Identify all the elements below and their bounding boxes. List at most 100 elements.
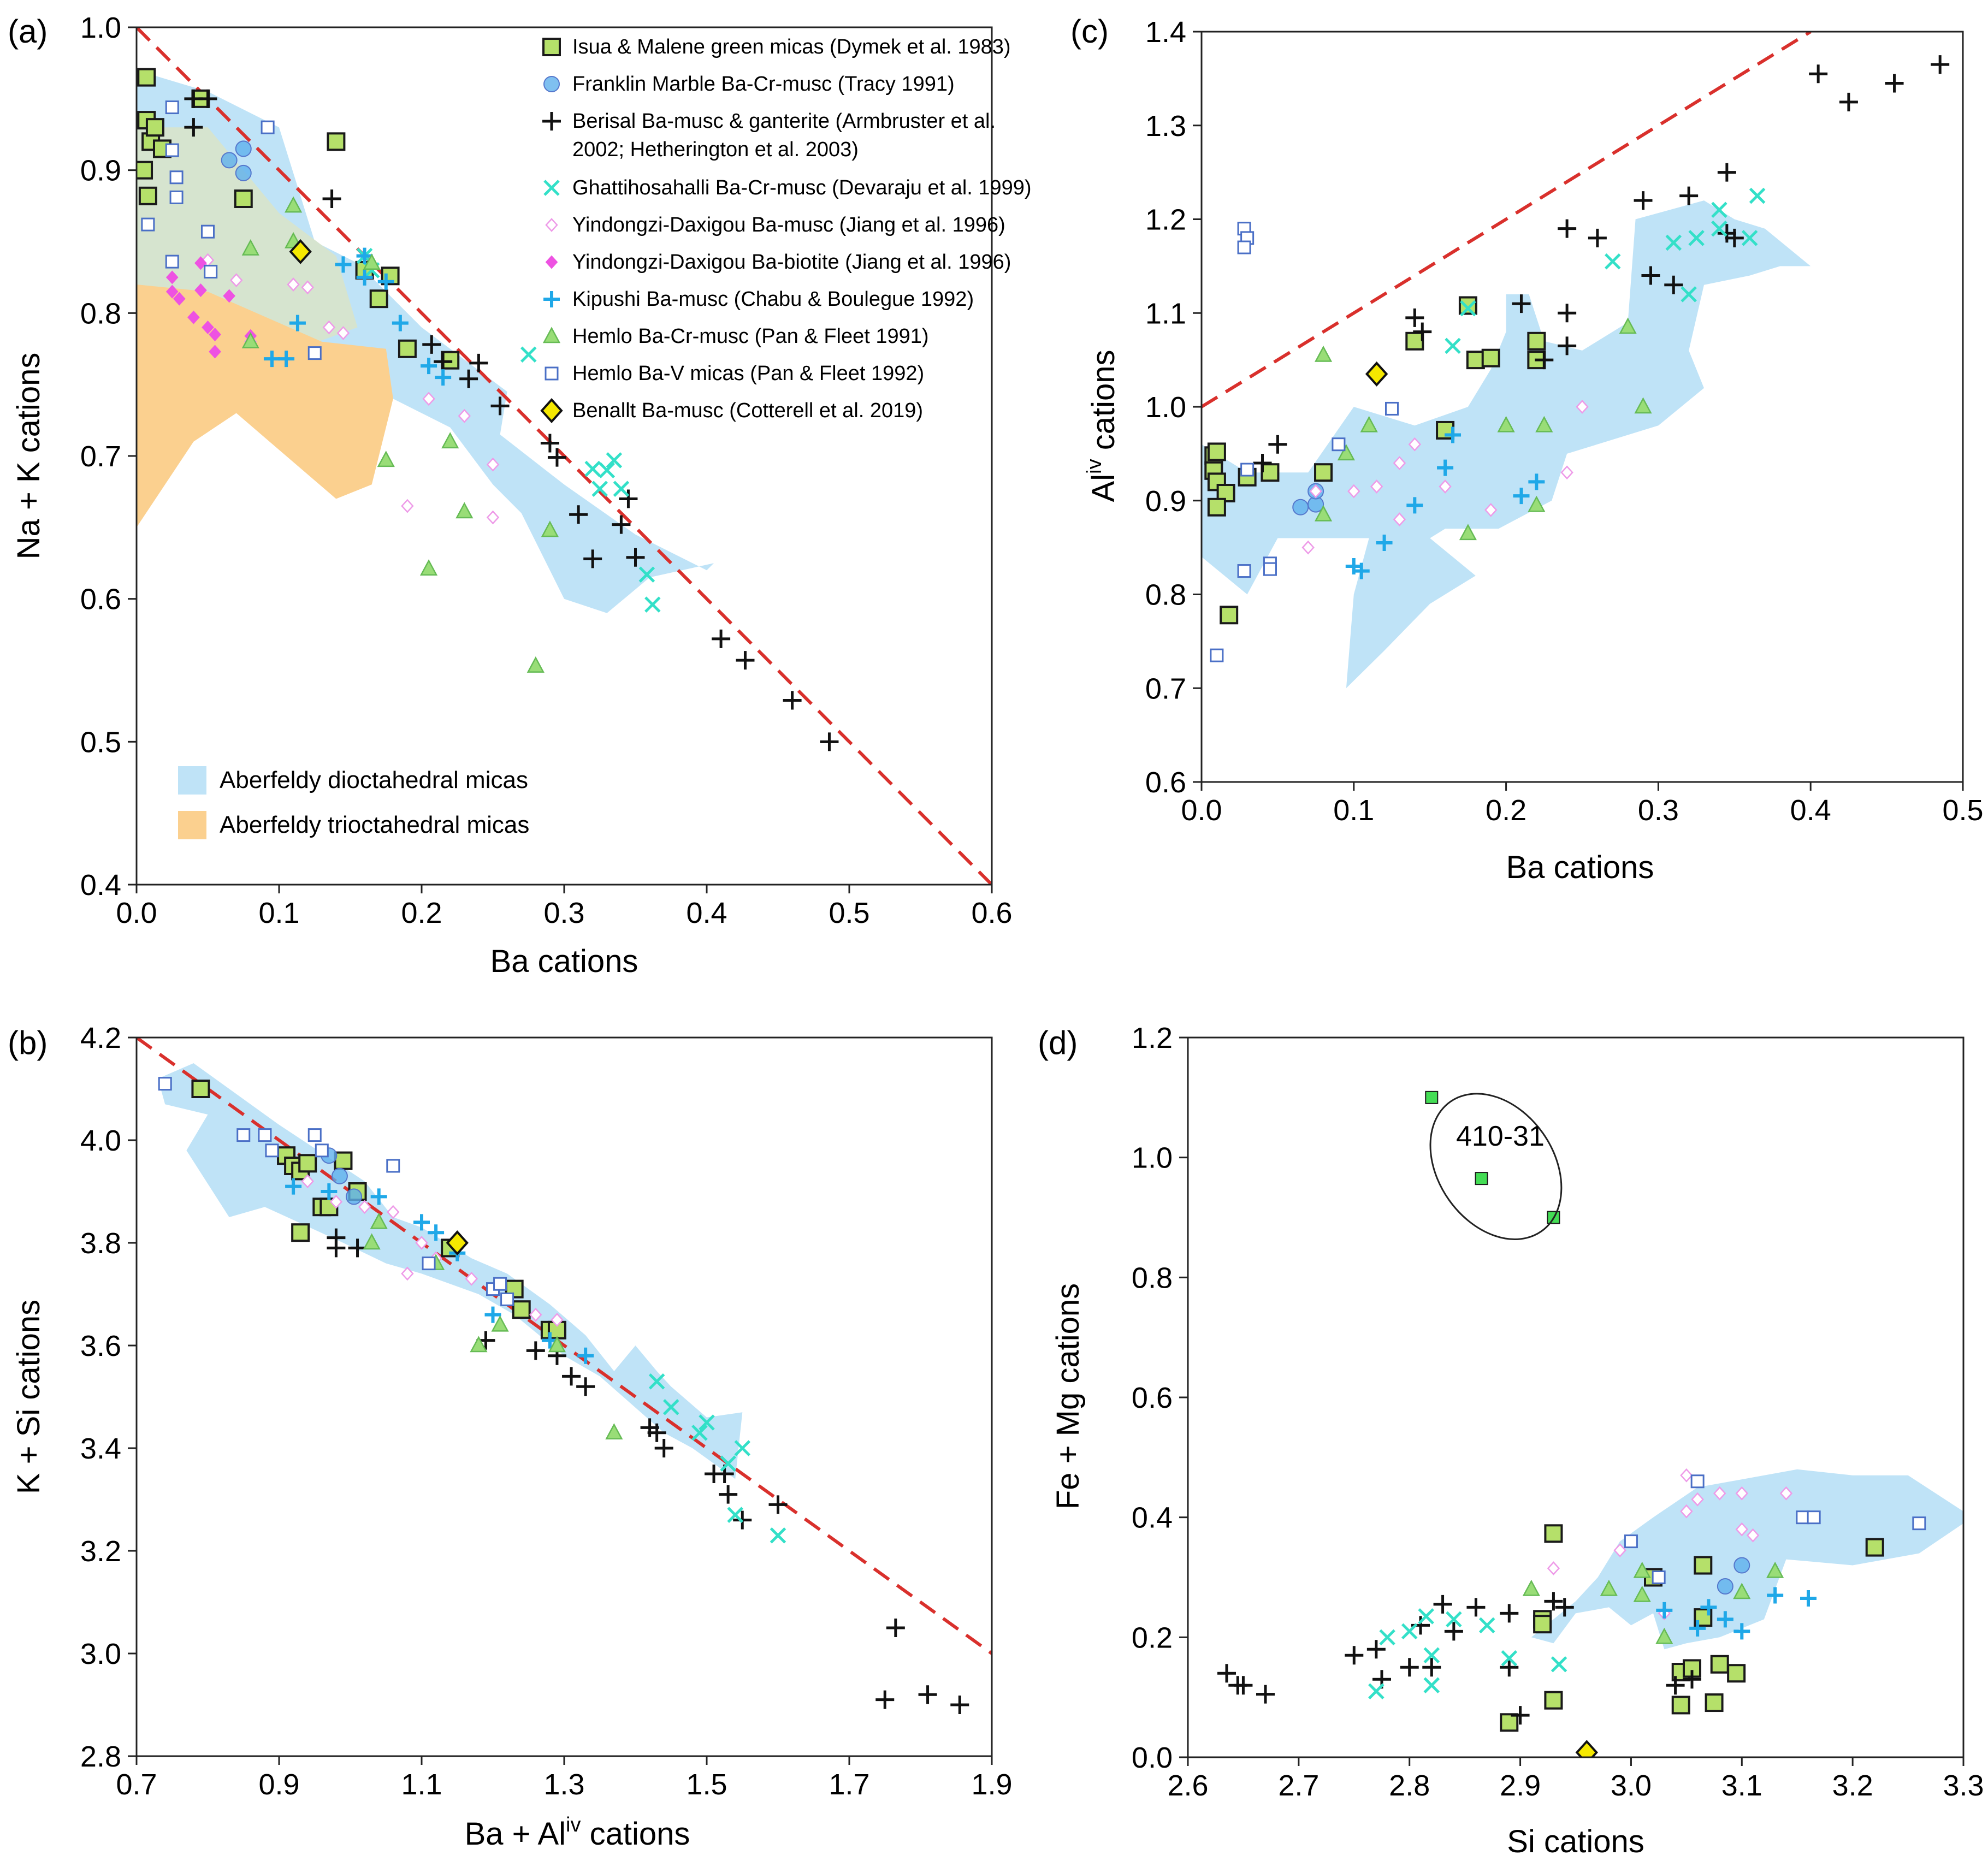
point-cross_black bbox=[526, 1341, 545, 1360]
point-square_green bbox=[1405, 331, 1424, 351]
legend: Isua & Malene green micas (Dymek et al. … bbox=[178, 35, 1032, 839]
point-diamond_pink bbox=[1691, 1492, 1704, 1507]
point-cross_black bbox=[918, 1685, 937, 1704]
y-tick-label: 4.2 bbox=[80, 1022, 121, 1054]
point-x_cyan bbox=[1711, 201, 1727, 218]
point-x_cyan bbox=[1688, 230, 1705, 246]
point-cross_black bbox=[327, 1238, 346, 1258]
point-plus_blue bbox=[1767, 1587, 1784, 1604]
point-circle_blue bbox=[1292, 499, 1309, 515]
point-square_green bbox=[291, 1223, 310, 1242]
point-square_green bbox=[234, 189, 253, 208]
panel-c-fields bbox=[1202, 200, 1811, 689]
point-cross_black bbox=[348, 1238, 367, 1258]
x-tick-label: 0.0 bbox=[1181, 794, 1222, 827]
x-tick-label: 0.0 bbox=[116, 897, 157, 929]
point-cross_black bbox=[583, 549, 602, 568]
point-diamond_yellow bbox=[446, 1230, 469, 1255]
point-tri_green bbox=[285, 196, 303, 213]
point-circle_blue bbox=[221, 152, 238, 169]
point-cross_black bbox=[886, 1619, 905, 1637]
point-tri_green bbox=[1535, 416, 1553, 432]
point-x_cyan bbox=[613, 481, 630, 497]
point-square_blue bbox=[1240, 463, 1255, 477]
point-cross_black bbox=[1666, 1676, 1685, 1695]
legend-marker bbox=[542, 327, 561, 343]
point-cross_black bbox=[719, 1485, 738, 1504]
point-square_green bbox=[1458, 296, 1477, 315]
point-cross_black bbox=[647, 1423, 666, 1442]
point-cross_black bbox=[540, 434, 559, 453]
point-square_green bbox=[512, 1300, 531, 1319]
point-diamond_pink bbox=[336, 326, 350, 340]
point-cross_black bbox=[576, 1377, 595, 1396]
point-cross_black bbox=[547, 448, 566, 467]
point-x_cyan bbox=[1418, 1608, 1434, 1625]
point-diamond_pink bbox=[486, 510, 500, 525]
legend-marker bbox=[545, 366, 559, 381]
point-outlier_green bbox=[1475, 1172, 1488, 1186]
point-cross_black bbox=[1558, 336, 1577, 355]
field-trioctahedral bbox=[137, 285, 393, 528]
point-square_blue bbox=[500, 1292, 514, 1306]
y-tick-label: 0.9 bbox=[80, 155, 121, 187]
point-square_green bbox=[1671, 1696, 1690, 1715]
point-plus_blue bbox=[1689, 1620, 1706, 1637]
point-tri_green bbox=[363, 253, 381, 270]
point-x_cyan bbox=[1446, 1611, 1462, 1628]
point-x_cyan bbox=[1665, 234, 1682, 251]
point-tri_green bbox=[541, 520, 559, 537]
point-tri_green bbox=[363, 1233, 381, 1250]
point-square_blue bbox=[1807, 1510, 1821, 1525]
legend-item: Hemlo Ba-V micas (Pan & Fleet 1992) bbox=[545, 362, 924, 385]
point-plus_blue bbox=[335, 256, 352, 273]
point-diamond_pink bbox=[486, 457, 500, 472]
legend-label: Hemlo Ba-Cr-musc (Pan & Fleet 1991) bbox=[572, 325, 929, 348]
point-circle_blue bbox=[1717, 1578, 1733, 1595]
point-square_blue bbox=[1796, 1510, 1810, 1525]
point-diamond_pink bbox=[301, 280, 314, 295]
point-square_green bbox=[1314, 463, 1333, 482]
point-circle_blue bbox=[346, 1188, 363, 1205]
legend-field-item: Aberfeldy trioctahedral micas bbox=[178, 811, 529, 839]
plot-frame bbox=[1187, 1036, 1965, 1758]
panel-a-label: (a) bbox=[8, 13, 48, 50]
point-diamond_pink bbox=[1439, 479, 1452, 494]
y-tick-label: 1.0 bbox=[1132, 1142, 1173, 1175]
point-tri_green bbox=[1655, 1627, 1673, 1644]
y-tick-label: 0.8 bbox=[80, 297, 121, 330]
legend-item: Berisal Ba-musc & ganterite (Armbruster … bbox=[542, 110, 996, 161]
point-diamond_pink bbox=[401, 1266, 414, 1281]
point-cross_black bbox=[1717, 224, 1736, 243]
point-diamond_magenta bbox=[202, 321, 214, 334]
point-square_green bbox=[138, 186, 157, 205]
point-diamond_yellow bbox=[1365, 361, 1388, 387]
legend-label: Ghattihosahalli Ba-Cr-musc (Devaraju et … bbox=[572, 176, 1032, 199]
point-diamond_pink bbox=[1408, 437, 1422, 452]
point-cross_black bbox=[950, 1696, 969, 1714]
y-tick-label: 2.8 bbox=[80, 1740, 121, 1773]
point-x_cyan bbox=[644, 596, 661, 613]
point-circle_blue bbox=[331, 1167, 348, 1184]
point-x_cyan bbox=[584, 460, 601, 477]
x-tick-label: 2.7 bbox=[1278, 1769, 1319, 1802]
point-cross_black bbox=[612, 515, 631, 534]
panel-a-xlabel: Ba cations bbox=[490, 944, 638, 979]
point-cross_black bbox=[469, 353, 488, 372]
legend-item: Isua & Malene green micas (Dymek et al. … bbox=[542, 35, 1011, 58]
x-tick-label: 0.4 bbox=[686, 897, 727, 929]
point-tri_green bbox=[1314, 505, 1333, 521]
point-square_green bbox=[191, 1080, 210, 1098]
point-cross_black bbox=[1885, 74, 1904, 93]
point-cross_black bbox=[626, 548, 645, 567]
point-square_green bbox=[1727, 1664, 1746, 1683]
x-tick-label: 1.9 bbox=[971, 1768, 1012, 1801]
point-square_blue bbox=[1912, 1516, 1926, 1531]
point-diamond_magenta bbox=[209, 345, 221, 359]
point-tri_green bbox=[1633, 1585, 1651, 1602]
field-dioctahedral bbox=[137, 70, 714, 613]
point-diamond_pink bbox=[1680, 1468, 1693, 1483]
point-diamond_pink bbox=[230, 273, 243, 288]
legend-field-swatch bbox=[178, 766, 206, 795]
x-tick-label: 0.3 bbox=[543, 897, 584, 929]
